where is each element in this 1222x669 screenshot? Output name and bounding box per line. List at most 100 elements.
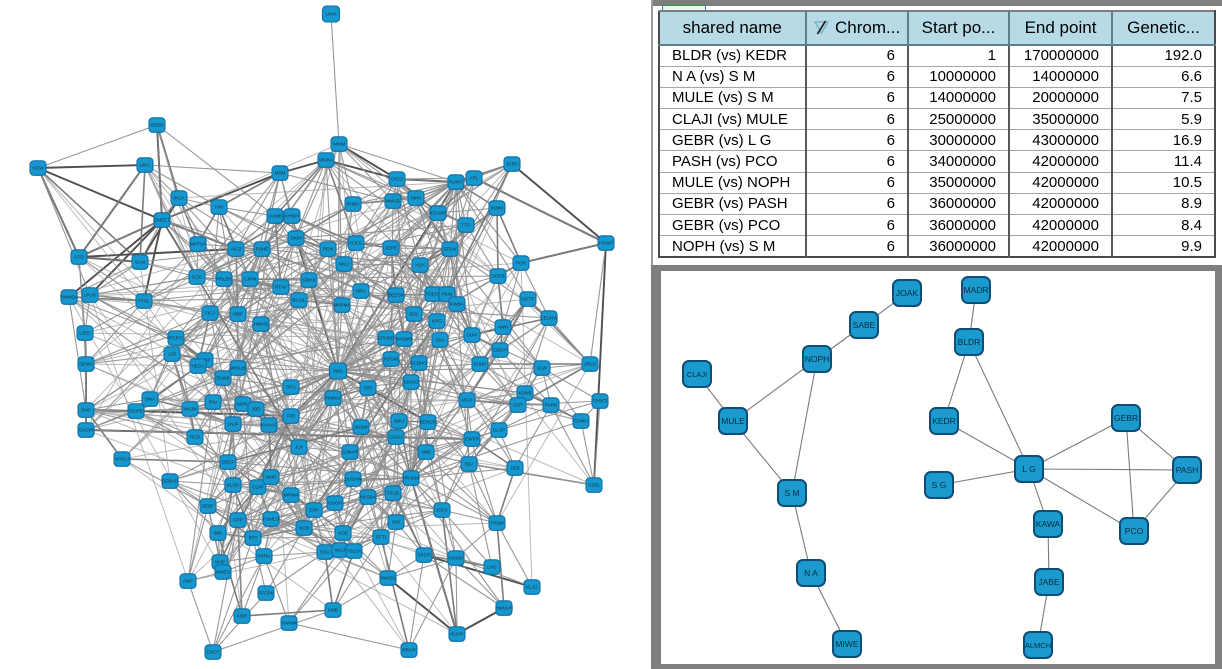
svg-text:RHBU: RHBU <box>346 202 359 207</box>
svg-text:NOB: NOB <box>299 526 309 531</box>
svg-text:TTG: TTG <box>461 223 471 228</box>
svg-text:BLDR: BLDR <box>958 337 981 347</box>
svg-text:MULE: MULE <box>721 416 745 426</box>
svg-text:KWBA: KWBA <box>450 302 464 307</box>
svg-text:SFKW: SFKW <box>443 247 457 252</box>
svg-text:FRCR: FRCR <box>418 553 431 558</box>
svg-text:DUSHW: DUSHW <box>344 477 362 482</box>
svg-text:FICJ: FICJ <box>205 311 215 316</box>
svg-text:FUMLU: FUMLU <box>263 517 279 522</box>
svg-text:CLAJI: CLAJI <box>687 370 707 379</box>
svg-text:PCO: PCO <box>1125 526 1144 536</box>
svg-text:CPOKD: CPOKD <box>378 336 395 341</box>
svg-text:EPP: EPP <box>309 508 318 513</box>
svg-text:PEW: PEW <box>323 247 334 252</box>
svg-text:SKSW: SKSW <box>354 425 368 430</box>
svg-text:KRG: KRG <box>432 319 442 324</box>
svg-text:GBHB: GBHB <box>302 278 315 283</box>
svg-text:CJRM: CJRM <box>244 277 257 282</box>
svg-text:BEEGK: BEEGK <box>388 293 405 298</box>
svg-text:TSLCK: TSLCK <box>347 549 363 554</box>
svg-text:OBDF: OBDF <box>222 460 235 465</box>
svg-text:WHOJ: WHOJ <box>115 457 129 462</box>
svg-text:PASH: PASH <box>1176 465 1199 475</box>
svg-text:MRJ: MRJ <box>356 289 365 294</box>
svg-text:PFCPK: PFCPK <box>258 591 274 596</box>
svg-text:NHP: NHP <box>215 560 225 565</box>
svg-text:SABE: SABE <box>853 320 876 330</box>
svg-text:GEBR: GEBR <box>1114 413 1138 423</box>
svg-text:LNJF: LNJF <box>228 422 239 427</box>
svg-text:SLNI: SLNI <box>135 260 145 265</box>
svg-text:EKU: EKU <box>320 550 329 555</box>
svg-text:S G: S G <box>932 480 947 490</box>
svg-text:DLWB: DLWB <box>217 376 230 381</box>
svg-text:WPTUP: WPTUP <box>190 242 207 247</box>
svg-text:WUJ: WUJ <box>335 548 345 553</box>
svg-text:PGR: PGR <box>516 261 527 266</box>
svg-text:EDMU: EDMU <box>574 419 588 424</box>
svg-text:RMWDA: RMWDA <box>60 295 79 300</box>
svg-text:KHAAC: KHAAC <box>261 423 278 428</box>
svg-text:ODPB: ODPB <box>491 274 504 279</box>
svg-text:NGW: NGW <box>32 166 44 171</box>
svg-text:IWKI: IWKI <box>411 196 421 201</box>
svg-text:WAJN: WAJN <box>184 407 197 412</box>
svg-text:IMKJ: IMKJ <box>394 419 404 424</box>
svg-text:TPE: TPE <box>287 414 296 419</box>
svg-text:RCD: RCD <box>190 435 201 440</box>
svg-text:SPG: SPG <box>286 385 296 390</box>
svg-text:KEAWP: KEAWP <box>430 211 446 216</box>
svg-text:LJED: LJED <box>79 331 91 336</box>
svg-text:KIBR: KIBR <box>237 614 248 619</box>
svg-text:MGO: MGO <box>462 398 473 403</box>
svg-text:RTAF: RTAF <box>275 285 287 290</box>
svg-text:IROA: IROA <box>173 196 185 201</box>
svg-text:UUMB: UUMB <box>268 214 282 219</box>
svg-text:KDNB: KDNB <box>519 391 532 396</box>
svg-text:COOT: COOT <box>206 650 219 655</box>
svg-text:JOAK: JOAK <box>896 288 919 298</box>
svg-text:KLOU: KLOU <box>227 483 240 488</box>
svg-text:OKIN: OKIN <box>290 236 301 241</box>
svg-text:MADR: MADR <box>963 285 988 295</box>
svg-text:WWJG: WWJG <box>386 199 401 204</box>
svg-text:FPE: FPE <box>364 386 373 391</box>
svg-text:AME: AME <box>421 450 431 455</box>
svg-text:DTD: DTD <box>74 255 84 260</box>
svg-text:JDPC: JDPC <box>506 162 519 167</box>
svg-text:FIM: FIM <box>215 205 223 210</box>
svg-text:RSGW: RSGW <box>384 357 399 362</box>
svg-text:WMES: WMES <box>216 570 230 575</box>
svg-text:JJO: JJO <box>168 352 177 357</box>
svg-text:SSA: SSA <box>435 338 445 343</box>
svg-text:NSSM: NSSM <box>449 556 462 561</box>
svg-text:DNEET: DNEET <box>154 218 170 223</box>
svg-text:PRLBR: PRLBR <box>216 277 232 282</box>
svg-text:JABE: JABE <box>1038 577 1060 587</box>
svg-text:KOE: KOE <box>338 531 348 536</box>
svg-text:HLH: HLH <box>415 263 424 268</box>
svg-text:JWG: JWG <box>333 369 344 374</box>
svg-text:SUUP: SUUP <box>474 362 487 367</box>
svg-text:EWFR: EWFR <box>465 437 479 442</box>
svg-text:KEDR: KEDR <box>932 416 956 426</box>
svg-text:DEBF: DEBF <box>202 504 214 509</box>
svg-text:MPNW: MPNW <box>284 493 299 498</box>
svg-text:RUMT: RUMT <box>449 180 462 185</box>
svg-text:WISUB: WISUB <box>230 366 245 371</box>
svg-text:KMD: KMD <box>328 608 339 613</box>
svg-text:EFTI: EFTI <box>376 535 386 540</box>
svg-text:N A: N A <box>804 568 818 578</box>
svg-text:NKSBA: NKSBA <box>360 495 377 500</box>
svg-text:RTT: RTT <box>249 536 258 541</box>
svg-text:TSUG: TSUG <box>387 491 400 496</box>
svg-text:KLJG: KLJG <box>526 585 538 590</box>
svg-text:DWA: DWA <box>145 397 156 402</box>
svg-text:HRJBM: HRJBM <box>403 476 419 481</box>
svg-text:NTP: NTP <box>233 518 242 523</box>
svg-text:SWMM: SWMM <box>281 621 296 626</box>
svg-text:AWF: AWF <box>183 579 193 584</box>
svg-text:L G: L G <box>1022 464 1035 474</box>
svg-text:UIKC: UIKC <box>140 163 152 168</box>
